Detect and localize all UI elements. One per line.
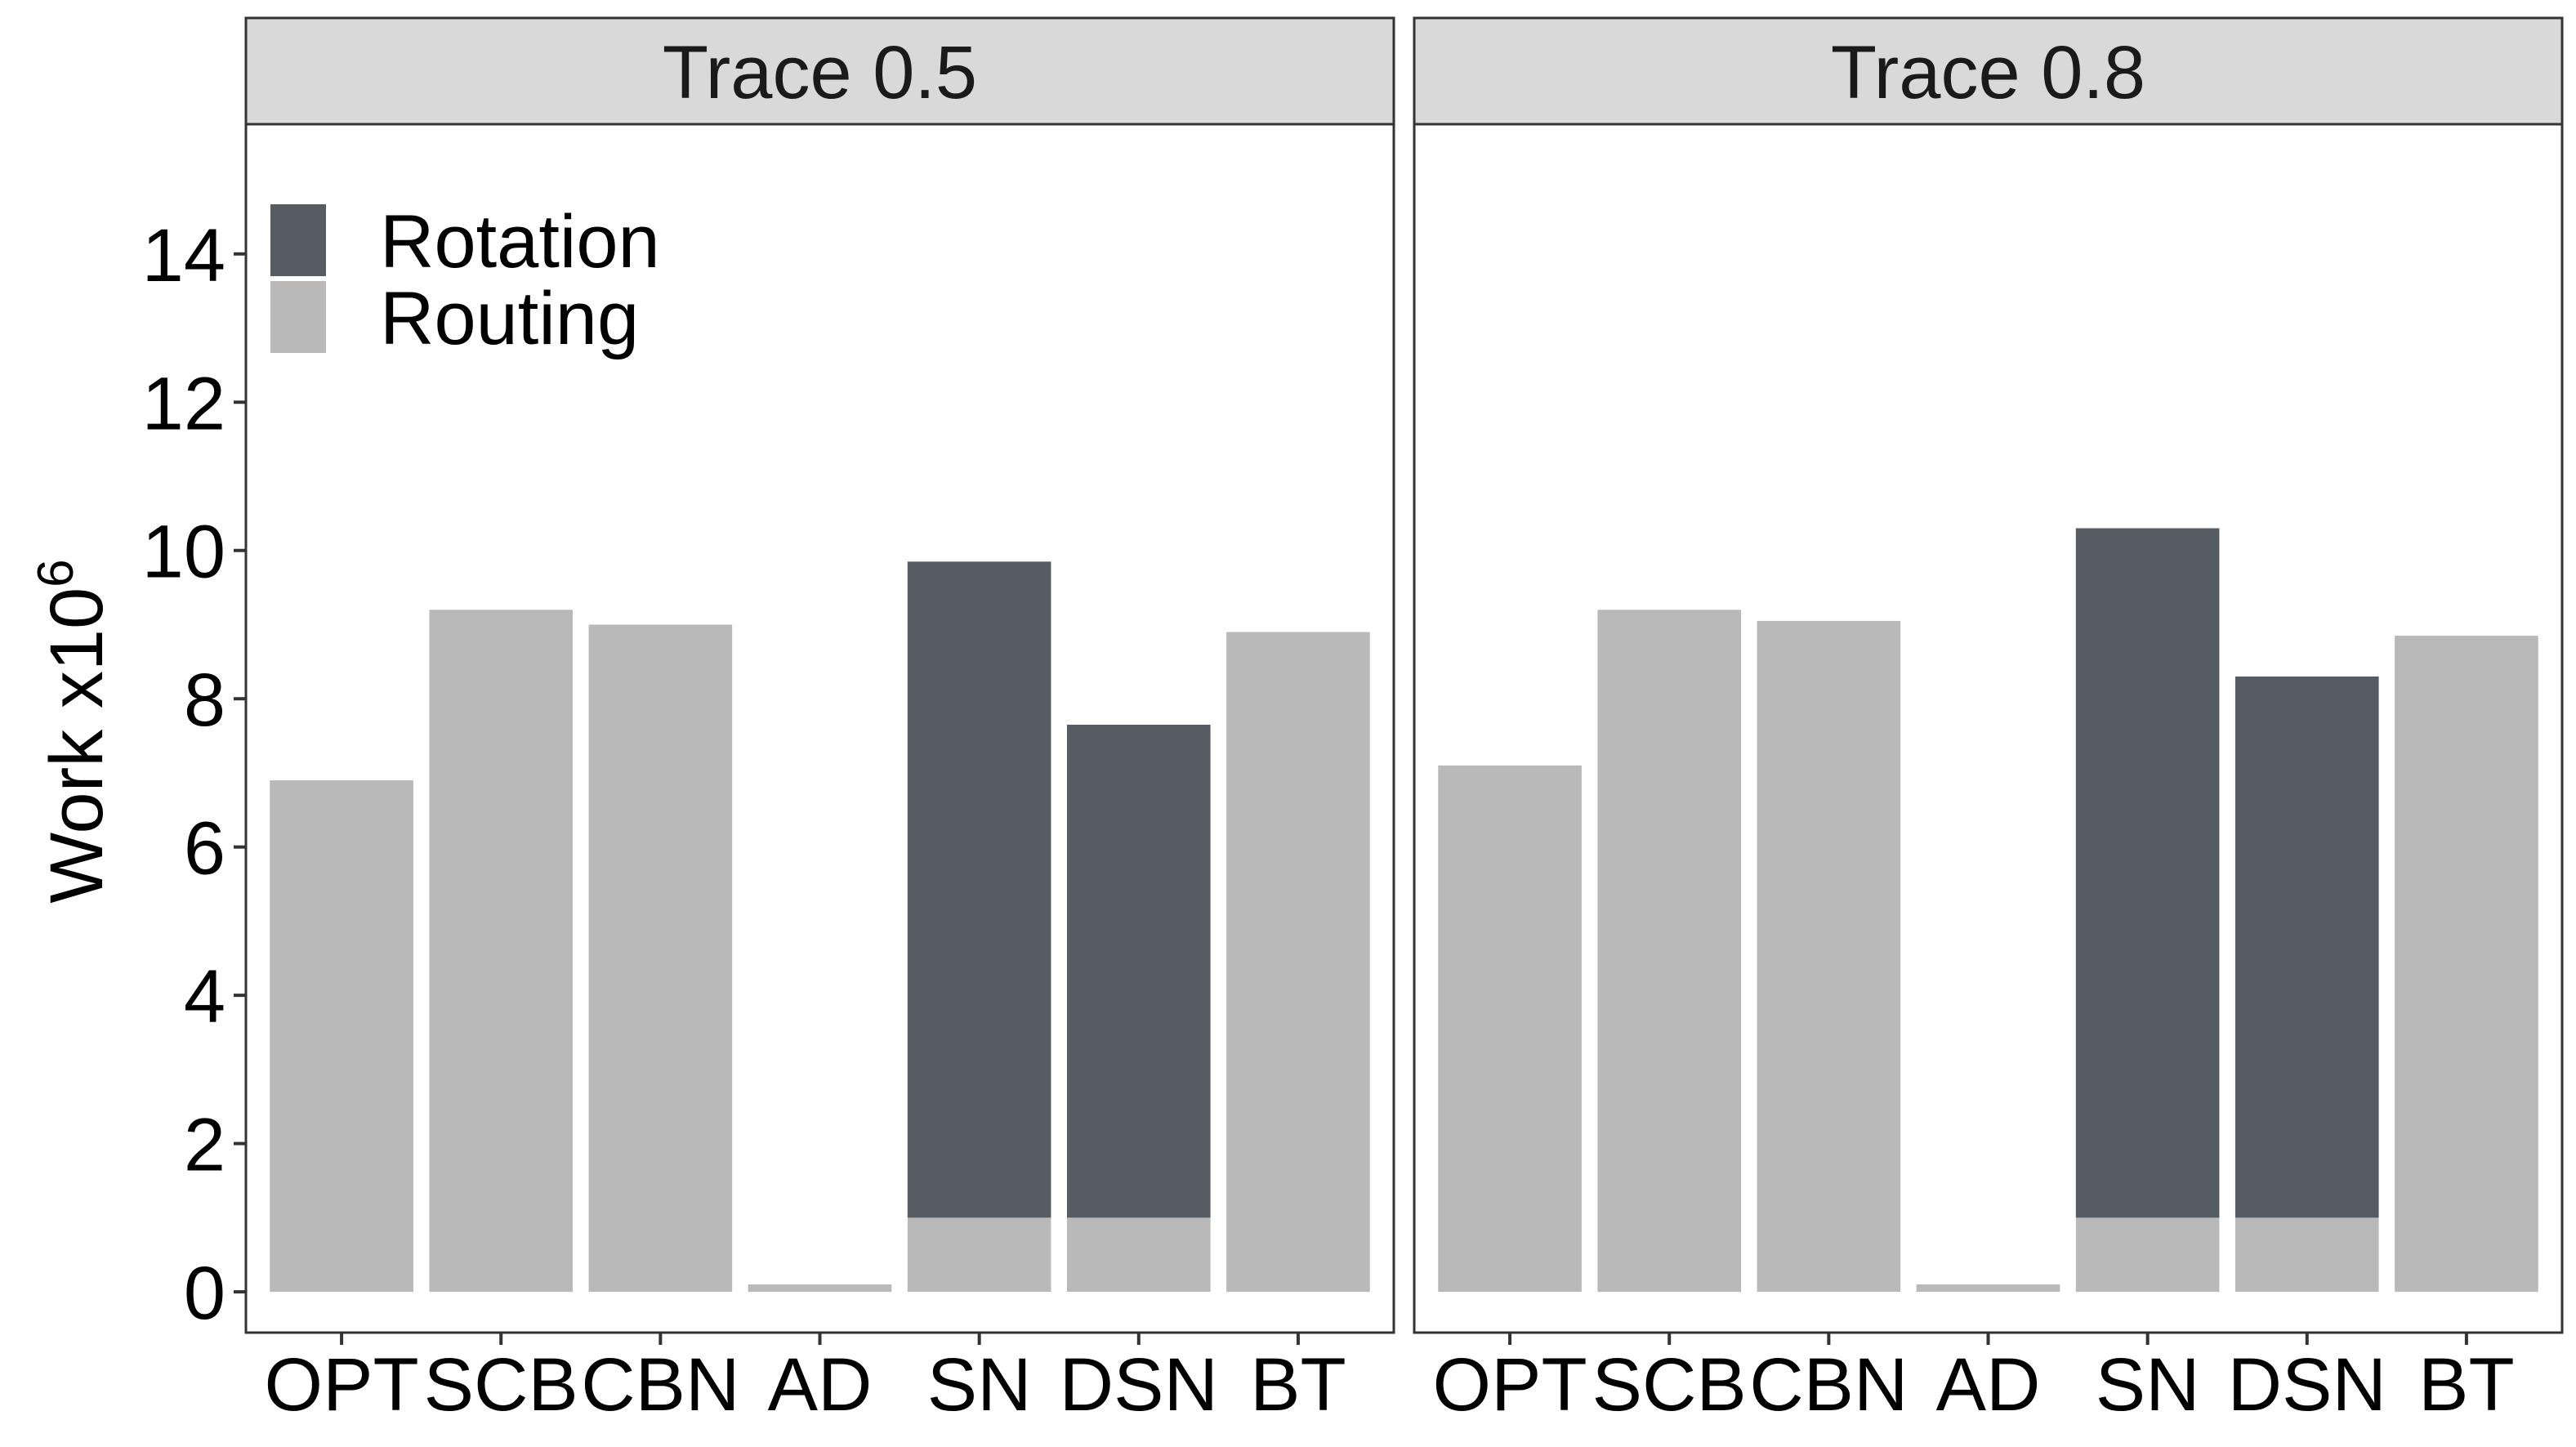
bar-routing-dsn <box>2234 1217 2379 1293</box>
bar-routing-cbn <box>588 624 733 1293</box>
y-tick-label: 2 <box>184 1104 225 1187</box>
y-tick-label: 10 <box>142 511 225 594</box>
bar-rotation-dsn <box>1066 724 1211 1218</box>
bar-routing-cbn <box>1757 620 1901 1293</box>
bar-rotation-dsn <box>2234 676 2379 1218</box>
x-tick-label: DSN <box>1060 1343 1218 1427</box>
x-tick-label: CBN <box>1749 1343 1908 1427</box>
bar-rotation-sn <box>2075 528 2220 1218</box>
bar-routing-sn <box>907 1217 1051 1293</box>
panel-strip <box>244 16 1395 126</box>
y-axis-title: Work x106 <box>28 559 118 903</box>
x-tick-label: OPT <box>1433 1343 1587 1427</box>
panel-title: Trace 0.5 <box>663 31 977 114</box>
x-tick-label: SCB <box>1592 1343 1747 1427</box>
bar-routing-bt <box>2395 636 2538 1293</box>
panel-frame <box>1413 123 2564 1334</box>
bar-routing-dsn <box>1066 1217 1211 1293</box>
bar-routing-sn <box>2075 1217 2220 1293</box>
x-tick-label: OPT <box>265 1343 419 1427</box>
panel-bars <box>270 561 1370 1293</box>
y-tick-label: 8 <box>184 659 225 742</box>
y-axis-title-text: Work x10 <box>35 587 118 904</box>
bar-routing-ad <box>1916 1284 2060 1293</box>
y-axis: 0 2 4 6 8 10 12 14 <box>142 214 246 1335</box>
y-tick-label: 6 <box>184 807 225 891</box>
y-tick-label: 0 <box>184 1252 225 1335</box>
y-tick-label: 14 <box>142 214 225 297</box>
panel-2: Trace 0.8 OPT SCB CBN AD SN DSN BT <box>1413 16 2564 1427</box>
legend-key-routing <box>270 281 326 353</box>
y-tick-label: 4 <box>184 955 225 1038</box>
x-tick-label: AD <box>768 1343 873 1427</box>
legend-key-rotation <box>270 204 326 276</box>
bar-routing-scb <box>1597 610 1742 1293</box>
bar-routing-bt <box>1226 632 1370 1293</box>
x-tick-label: BT <box>2418 1343 2515 1427</box>
x-tick-label: SN <box>927 1343 1032 1427</box>
y-axis-title-exponent: 6 <box>28 559 84 587</box>
panel-bars <box>1438 528 2538 1293</box>
x-tick-label: SN <box>2096 1343 2200 1427</box>
y-tick-label: 12 <box>142 362 225 445</box>
bar-routing-scb <box>429 610 574 1293</box>
x-tick-label: AD <box>1936 1343 2041 1427</box>
legend-label-routing: Routing <box>380 277 639 360</box>
x-tick-label: BT <box>1250 1343 1346 1427</box>
bar-rotation-sn <box>907 561 1051 1218</box>
panel-1: Trace 0.5 OPT SCB CBN AD SN DSN BT <box>244 16 1395 1427</box>
x-tick-label: CBN <box>581 1343 739 1427</box>
bar-routing-ad <box>748 1284 892 1293</box>
x-tick-label: DSN <box>2228 1343 2386 1427</box>
panel-title: Trace 0.8 <box>1831 31 2145 114</box>
x-tick-label: SCB <box>424 1343 578 1427</box>
legend-label-rotation: Rotation <box>380 200 660 284</box>
bar-routing-opt <box>270 780 413 1293</box>
bar-routing-opt <box>1438 765 1582 1293</box>
